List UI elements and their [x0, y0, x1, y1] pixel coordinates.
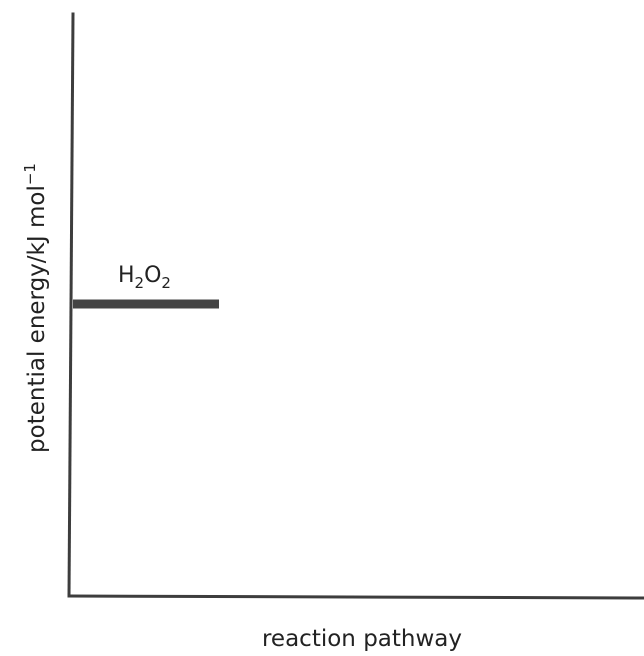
species-label-h2o2: H2O2: [118, 263, 171, 292]
x-axis: [67, 594, 644, 600]
x-axis-label: reaction pathway: [262, 626, 462, 652]
species-label-h2o2-sub2: 2: [161, 274, 171, 292]
species-label-h2o2-h: H: [118, 263, 135, 288]
y-axis-label: potential energy/kJ mol−1: [21, 163, 50, 453]
y-axis-label-superscript: −1: [21, 163, 39, 185]
species-label-h2o2-sub1: 2: [135, 274, 145, 292]
species-label-h2o2-o: O: [144, 263, 161, 288]
y-axis: [67, 12, 75, 598]
y-axis-label-main: potential energy/kJ mol: [24, 185, 50, 453]
